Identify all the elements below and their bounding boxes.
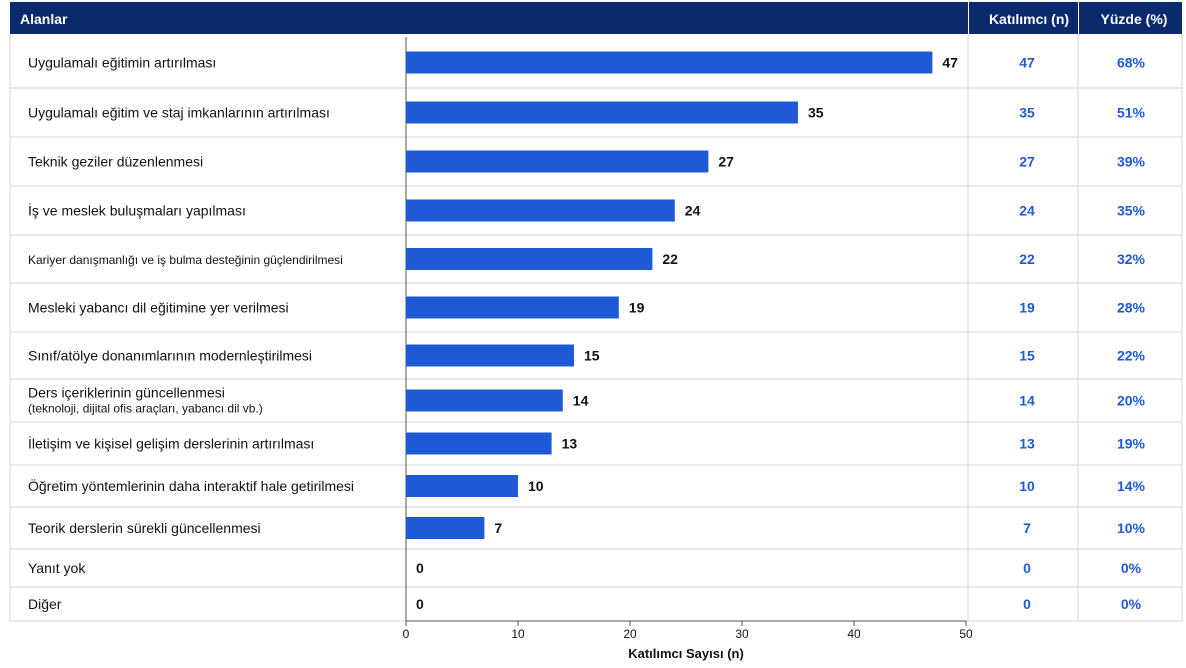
x-tick-label: 20 (623, 627, 637, 641)
count-value: 24 (1019, 203, 1035, 219)
category-label: Yanıt yok (28, 560, 86, 576)
category-label: Kariyer danışmanlığı ve iş bulma desteği… (28, 253, 343, 267)
x-tick-label: 30 (735, 627, 749, 641)
table-header: Alanlar Katılımcı (n) Yüzde (%) (10, 2, 1182, 34)
x-tick-label: 10 (511, 627, 525, 641)
percent-value: 0% (1121, 596, 1142, 612)
bar (406, 296, 619, 319)
data-label: 27 (718, 154, 734, 170)
data-label: 15 (584, 348, 600, 364)
count-value: 7 (1023, 520, 1031, 536)
category-label: Mesleki yabancı dil eğitimine yer verilm… (28, 300, 289, 316)
x-tick-label: 40 (847, 627, 861, 641)
percent-value: 39% (1117, 154, 1146, 170)
category-label: Uygulamalı eğitimin artırılması (28, 55, 216, 71)
data-label: 47 (942, 55, 958, 71)
bar (406, 432, 552, 455)
bar (406, 199, 675, 222)
category-label: Ders içeriklerinin güncellenmesi (28, 385, 225, 401)
count-value: 22 (1019, 251, 1035, 267)
category-label: İletişim ve kişisel gelişim derslerinin … (28, 435, 314, 452)
percent-value: 19% (1117, 436, 1146, 452)
bar (406, 475, 518, 497)
data-label: 24 (685, 203, 701, 219)
category-label: Diğer (28, 596, 62, 612)
bar (406, 150, 709, 173)
x-tick-label: 0 (403, 627, 410, 641)
count-value: 27 (1019, 154, 1035, 170)
category-label: Sınıf/atölye donanımlarının modernleştir… (28, 348, 312, 364)
bar (406, 51, 933, 74)
category-label: Teknik geziler düzenlenmesi (28, 154, 203, 170)
header-count: Katılımcı (n) (988, 11, 1070, 27)
percent-value: 51% (1117, 105, 1146, 121)
percent-value: 0% (1121, 560, 1142, 576)
count-value: 0 (1023, 596, 1031, 612)
category-label: Teorik derslerin sürekli güncellenmesi (28, 520, 261, 536)
percent-value: 35% (1117, 203, 1146, 219)
category-label: İş ve meslek buluşmaları yapılması (28, 202, 246, 219)
data-label: 19 (629, 300, 645, 316)
data-label: 7 (494, 520, 502, 536)
header-divider (1078, 2, 1079, 34)
percent-value: 14% (1117, 478, 1146, 494)
percent-value: 32% (1117, 251, 1146, 267)
bar (406, 389, 563, 412)
data-label: 22 (662, 251, 678, 267)
percent-value: 28% (1117, 300, 1146, 316)
count-value: 0 (1023, 560, 1031, 576)
header-divider (968, 2, 969, 34)
header-areas: Alanlar (20, 11, 68, 27)
header-percent: Yüzde (%) (1100, 11, 1168, 27)
count-value: 13 (1019, 436, 1035, 452)
percent-value: 68% (1117, 55, 1146, 71)
data-label: 14 (573, 393, 589, 409)
data-label: 13 (562, 436, 578, 452)
x-axis-label: Katılımcı Sayısı (n) (628, 646, 744, 661)
count-value: 15 (1019, 348, 1035, 364)
count-value: 14 (1019, 393, 1035, 409)
data-label: 10 (528, 478, 544, 494)
data-label: 0 (416, 596, 424, 612)
count-value: 47 (1019, 55, 1035, 71)
bar (406, 517, 485, 539)
bar (406, 248, 653, 270)
count-value: 10 (1019, 478, 1035, 494)
percent-value: 20% (1117, 393, 1146, 409)
count-value: 35 (1019, 105, 1035, 121)
data-label: 35 (808, 105, 824, 121)
bar (406, 101, 798, 124)
count-value: 19 (1019, 300, 1035, 316)
bar (406, 344, 574, 367)
category-label: (teknoloji, dijital ofis araçları, yaban… (28, 402, 263, 416)
category-label: Uygulamalı eğitim ve staj imkanlarının a… (28, 105, 330, 121)
category-label: Öğretim yöntemlerinin daha interaktif ha… (28, 477, 354, 494)
data-label: 0 (416, 560, 424, 576)
percent-value: 22% (1117, 348, 1146, 364)
x-tick-label: 50 (959, 627, 973, 641)
percent-value: 10% (1117, 520, 1146, 536)
